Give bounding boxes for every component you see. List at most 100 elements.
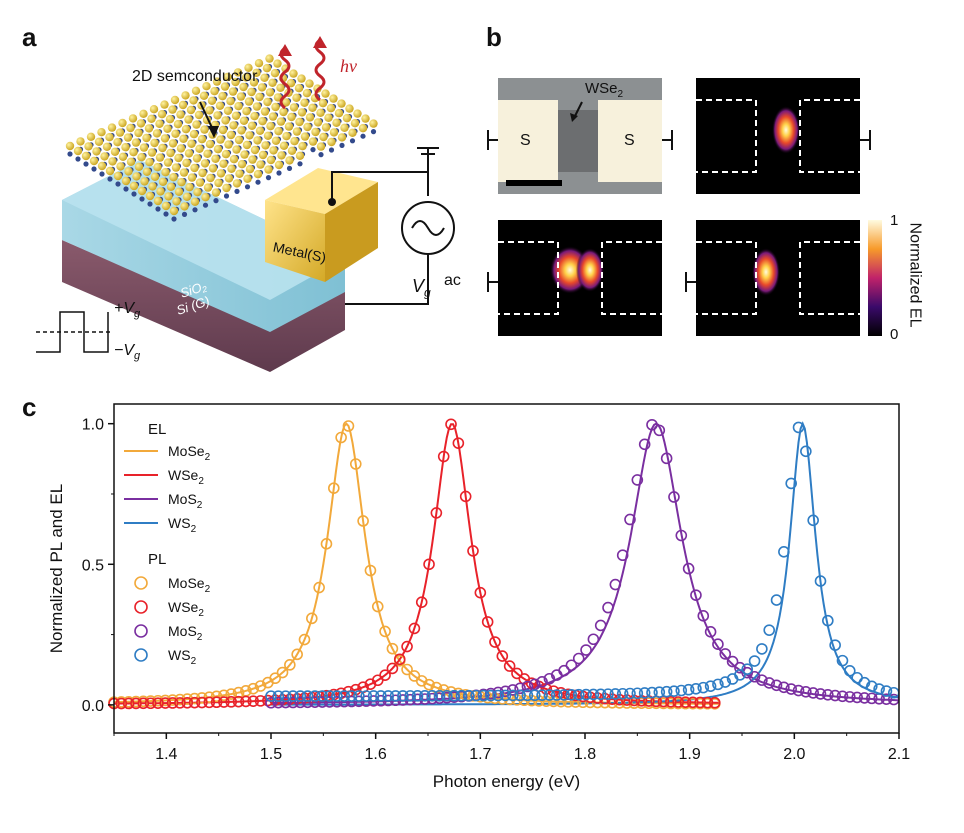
data-point <box>492 689 504 702</box>
y-axis-label: Normalized PL and EL <box>47 484 66 653</box>
data-point <box>386 642 399 655</box>
data-point <box>792 421 805 434</box>
colorbar-max: 1 <box>890 212 899 229</box>
series-line-mos2 <box>271 422 900 704</box>
data-point <box>474 586 487 599</box>
data-point <box>419 693 431 705</box>
data-point <box>423 558 435 571</box>
data-point <box>679 696 692 708</box>
minus-vg-label: −Vg <box>114 342 141 363</box>
data-point <box>232 695 245 708</box>
data-point <box>543 689 556 701</box>
data-point <box>298 633 311 646</box>
data-point <box>682 562 695 575</box>
data-point <box>587 688 600 701</box>
data-point <box>247 682 260 695</box>
panel-a: a <box>0 0 470 390</box>
panel-letter-a: a <box>22 22 37 52</box>
data-point <box>712 678 724 691</box>
colorbar <box>868 220 882 336</box>
data-point <box>287 696 299 709</box>
data-point <box>499 689 512 702</box>
data-point <box>851 671 863 684</box>
data-point <box>528 678 541 691</box>
data-point <box>865 680 878 693</box>
data-point <box>279 690 292 702</box>
data-point <box>616 549 629 562</box>
data-point <box>631 474 644 486</box>
data-point <box>506 689 519 702</box>
series-line-ws2 <box>271 421 900 706</box>
x-tick-label: 2.1 <box>888 746 910 763</box>
data-point <box>550 689 563 701</box>
x-tick-label: 1.9 <box>679 746 701 763</box>
data-point <box>489 636 501 648</box>
data-point <box>558 664 570 677</box>
data-point <box>477 689 490 702</box>
data-point <box>624 687 636 700</box>
el-image-top-right <box>696 78 860 194</box>
data-point <box>778 681 790 694</box>
panel-letter-b: b <box>486 22 502 52</box>
data-point <box>609 578 622 591</box>
series-line-mose2 <box>114 422 719 705</box>
data-point <box>697 610 710 622</box>
metal-electrode-front <box>265 200 325 282</box>
data-point <box>756 643 768 655</box>
data-point <box>276 666 289 679</box>
data-point <box>675 684 688 697</box>
data-point <box>196 696 208 709</box>
data-point <box>511 667 523 680</box>
data-point <box>646 686 658 699</box>
data-point <box>741 663 754 675</box>
data-point <box>594 688 607 701</box>
data-point <box>616 687 629 700</box>
data-point <box>748 655 761 667</box>
data-point <box>448 689 460 702</box>
data-point <box>836 690 849 703</box>
data-point <box>660 685 673 698</box>
data-point <box>594 619 607 632</box>
data-point <box>756 674 768 686</box>
ground-symbols <box>487 130 871 292</box>
el-images <box>487 78 882 336</box>
data-point <box>338 690 351 702</box>
data-point <box>528 689 541 702</box>
photon-arrows <box>279 38 326 110</box>
data-point <box>218 696 230 708</box>
data-point <box>558 689 570 701</box>
data-point <box>484 689 497 702</box>
data-point <box>441 689 453 702</box>
data-point <box>763 624 776 636</box>
data-point <box>379 669 391 681</box>
data-point <box>445 418 457 431</box>
data-point <box>514 682 526 695</box>
plus-vg-label: +Vg <box>114 300 141 321</box>
legend-label: MoSe2 <box>168 443 211 463</box>
data-point <box>357 515 369 527</box>
data-point <box>279 696 292 709</box>
data-point <box>367 690 380 702</box>
data-point <box>306 612 318 625</box>
data-point <box>287 690 299 702</box>
data-point <box>481 616 494 628</box>
data-point <box>536 689 548 701</box>
x-tick-label: 1.8 <box>574 746 596 763</box>
data-point <box>807 514 819 527</box>
data-point <box>880 685 893 697</box>
y-tick-label: 1.0 <box>82 417 104 434</box>
data-point <box>521 680 534 693</box>
data-point <box>800 686 812 698</box>
data-point <box>426 690 438 702</box>
data-point <box>704 680 717 692</box>
y-tick-label: 0.0 <box>82 698 104 715</box>
spectra-chart: 1.4 1.5 1.6 1.7 1.8 1.9 2.0 2.1 0.0 0.5 1.0 Photon … <box>47 403 910 791</box>
data-point <box>646 418 658 431</box>
data-point <box>873 683 885 695</box>
legend-swatch <box>134 648 148 662</box>
data-point <box>338 695 351 708</box>
data-point <box>291 648 303 661</box>
data-point <box>415 596 428 608</box>
data-point <box>265 690 277 702</box>
data-point <box>419 690 431 702</box>
